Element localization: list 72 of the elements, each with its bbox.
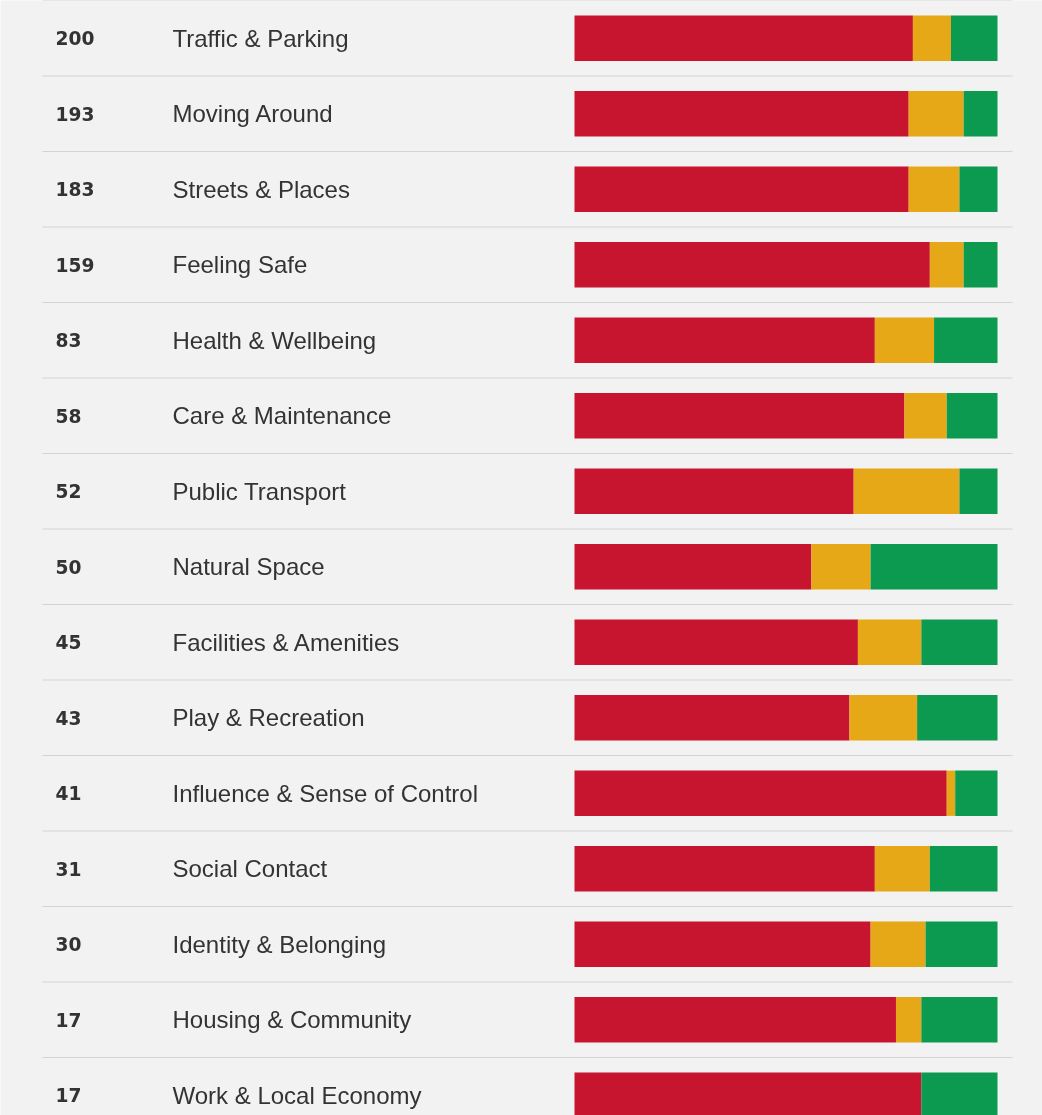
y-tick-label: Work & Local Economy xyxy=(172,1081,422,1109)
text: 30 xyxy=(55,934,82,956)
text: 43 xyxy=(55,707,82,729)
bar xyxy=(857,619,922,665)
bar xyxy=(955,770,998,816)
bar xyxy=(908,91,964,137)
text: 41 xyxy=(55,783,82,805)
text: 183 xyxy=(55,179,95,201)
bar xyxy=(950,15,998,61)
y-tick-label: Identity & Belonging xyxy=(172,930,386,958)
text: 17 xyxy=(55,1009,82,1031)
text: 17 xyxy=(55,1085,82,1107)
bar xyxy=(574,997,896,1043)
y-tick-label: Public Transport xyxy=(172,477,347,505)
text: 50 xyxy=(55,556,82,578)
y-tick-label: Influence & Sense of Control xyxy=(172,779,479,807)
text: 31 xyxy=(55,858,82,880)
bar xyxy=(574,544,812,590)
bar xyxy=(963,91,998,137)
bar xyxy=(946,393,998,439)
y-tick-label: Housing & Community xyxy=(172,1006,412,1034)
bar xyxy=(917,695,998,741)
text: 45 xyxy=(55,632,82,654)
bar xyxy=(959,166,998,212)
bar xyxy=(934,317,998,363)
bar xyxy=(963,242,998,288)
bar xyxy=(574,393,905,439)
bar xyxy=(849,695,918,741)
bar xyxy=(870,921,926,967)
y-tick-label: Moving Around xyxy=(172,100,333,128)
bar xyxy=(870,544,998,590)
text: 83 xyxy=(55,330,82,352)
bar xyxy=(929,846,998,892)
text: 159 xyxy=(55,254,95,276)
y-tick-label: Health & Wellbeing xyxy=(172,326,377,354)
y-tick-label: Streets & Places xyxy=(172,175,350,203)
bar xyxy=(895,997,922,1043)
bar xyxy=(874,846,930,892)
bar xyxy=(574,695,850,741)
bar xyxy=(904,393,947,439)
bar xyxy=(874,317,935,363)
y-tick-label: Care & Maintenance xyxy=(172,402,392,430)
bar xyxy=(574,166,909,212)
bar xyxy=(574,468,854,514)
text: 193 xyxy=(55,103,95,125)
bar xyxy=(574,15,913,61)
bar xyxy=(574,317,875,363)
y-tick-label: Feeling Safe xyxy=(172,251,308,279)
bar xyxy=(574,921,871,967)
bar xyxy=(853,468,960,514)
bar xyxy=(921,619,998,665)
bar xyxy=(921,997,998,1043)
text: 200 xyxy=(55,28,95,50)
bar xyxy=(929,242,964,288)
y-tick-label: Natural Space xyxy=(172,553,325,581)
bar xyxy=(925,921,998,967)
bar xyxy=(908,166,960,212)
bar xyxy=(574,91,909,137)
bar xyxy=(811,544,871,590)
bar xyxy=(574,846,875,892)
bar xyxy=(912,15,951,61)
bar xyxy=(959,468,998,514)
bar xyxy=(946,770,956,816)
bar xyxy=(574,242,930,288)
bar xyxy=(574,770,947,816)
text: 58 xyxy=(55,405,82,427)
y-tick-label: Traffic & Parking xyxy=(172,24,349,52)
y-tick-label: Play & Recreation xyxy=(172,704,365,732)
text: 52 xyxy=(55,481,82,503)
bar xyxy=(574,619,858,665)
y-tick-label: Facilities & Amenities xyxy=(172,628,400,656)
y-tick-label: Social Contact xyxy=(172,855,328,883)
